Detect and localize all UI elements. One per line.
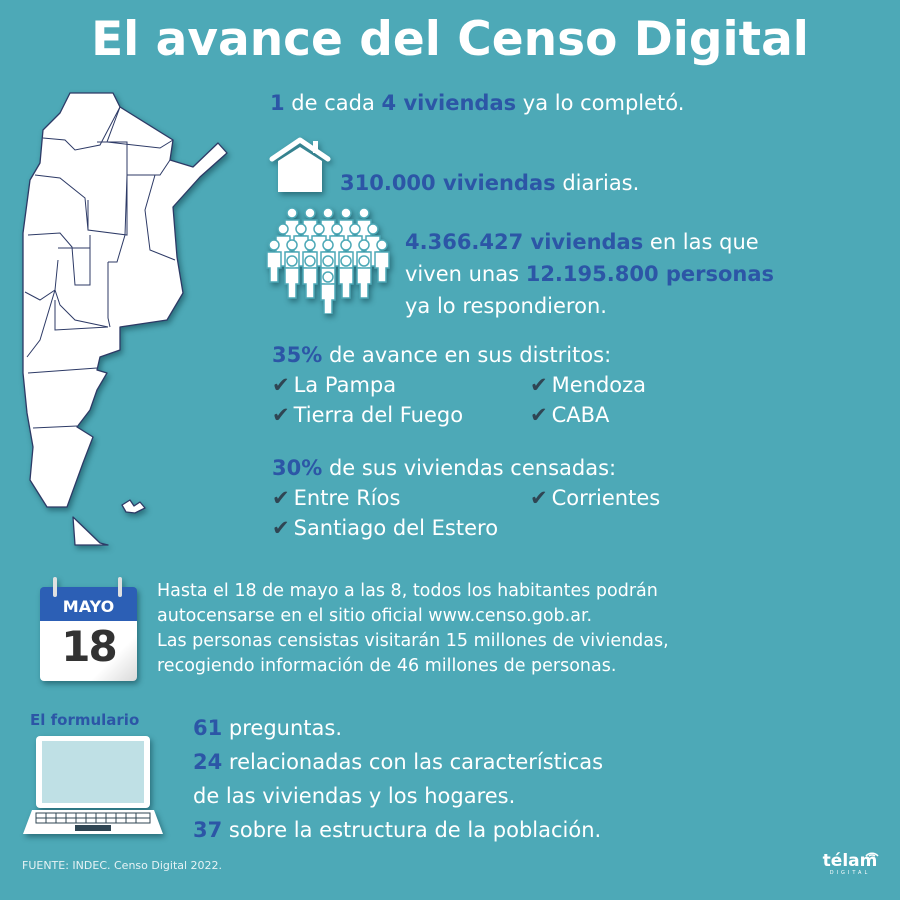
stat-text: ya lo completó. [516, 91, 685, 115]
district-item: ✔ Entre Ríos [272, 482, 400, 514]
stat-text: diarias. [555, 171, 640, 195]
stat-text: en las que [643, 230, 759, 254]
argentina-map [22, 92, 228, 546]
stat-number: 12.195.800 personas [525, 262, 775, 286]
stat-text: de las viviendas y los hogares. [193, 784, 516, 808]
district-name: Santiago del Estero [293, 516, 499, 540]
check-icon: ✔ [272, 373, 290, 397]
district-name: Mendoza [551, 373, 647, 397]
signal-icon [865, 852, 879, 857]
stat-households-people: 4.366.427 viviendas en las que viven una… [405, 226, 774, 322]
paragraph-line: Las personas censistas visitarán 15 mill… [157, 631, 669, 651]
form-stats: 61 preguntas. 24 relacionadas con las ca… [193, 711, 603, 847]
check-icon: ✔ [272, 486, 290, 510]
paragraph-line: Hasta el 18 de mayo a las 8, todos los h… [157, 581, 658, 601]
districts-30-heading: 30% de sus viviendas censadas: [272, 452, 616, 484]
logo-text: télam [822, 851, 878, 871]
district-item: ✔ La Pampa [272, 369, 396, 401]
person-figure [284, 255, 300, 299]
stat-one-in-four: 1 de cada 4 viviendas ya lo completó. [270, 87, 684, 119]
check-icon: ✔ [272, 403, 290, 427]
district-name: Tierra del Fuego [293, 403, 464, 427]
paragraph-line: recogiendo información de 46 millones de… [157, 656, 617, 676]
person-figure [356, 255, 372, 299]
heading-text: de avance en sus distritos: [322, 343, 612, 367]
check-icon: ✔ [530, 486, 548, 510]
district-item: ✔ Corrientes [530, 482, 660, 514]
logo-subtext: DIGITAL [829, 870, 871, 876]
people-group-icon [266, 207, 390, 314]
stat-text: de cada [284, 91, 382, 115]
person-figure [266, 239, 282, 283]
stat-number: 1 [270, 91, 285, 115]
argentina-mainland [22, 92, 228, 508]
district-item: ✔ Santiago del Estero [272, 512, 498, 544]
stat-number: 310.000 viviendas [340, 171, 556, 195]
check-icon: ✔ [530, 403, 548, 427]
person-figure [374, 239, 390, 283]
stat-text: relacionadas con las características [222, 750, 604, 774]
stat-text: ya lo respondieron. [405, 294, 607, 318]
calendar-month: MAYO [62, 597, 115, 616]
district-name: Corrientes [551, 486, 661, 510]
person-figure [302, 255, 318, 299]
stat-text: sobre la estructura de la población. [222, 818, 602, 842]
percent: 35% [272, 343, 323, 367]
malvinas-islands [121, 499, 146, 514]
stat-text: preguntas. [222, 716, 342, 740]
stat-number: 4.366.427 viviendas [405, 230, 644, 254]
info-paragraph: Hasta el 18 de mayo a las 8, todos los h… [157, 579, 669, 679]
person-figure [320, 271, 336, 314]
stat-number: 61 [193, 716, 223, 740]
stat-text: viven unas [405, 262, 526, 286]
district-name: Entre Ríos [293, 486, 401, 510]
person-figure [338, 255, 354, 299]
source-footer: FUENTE: INDEC. Censo Digital 2022. [22, 859, 223, 872]
district-name: La Pampa [293, 373, 397, 397]
laptop-icon [23, 736, 163, 834]
telam-logo: télam DIGITAL [818, 852, 882, 876]
province-borders [24, 106, 176, 429]
calendar-icon: MAYO 18 [40, 577, 137, 681]
calendar-day: 18 [61, 622, 117, 671]
form-label: El formulario [30, 711, 140, 729]
district-item: ✔ Tierra del Fuego [272, 399, 463, 431]
check-icon: ✔ [272, 516, 290, 540]
stat-daily-households: 310.000 viviendas diarias. [340, 167, 639, 199]
house-icon [269, 137, 331, 192]
stat-number: 4 viviendas [381, 91, 517, 115]
paragraph-line: autocensarse en el sitio oficial www.cen… [157, 606, 593, 626]
district-item: ✔ CABA [530, 399, 609, 431]
page-title: El avance del Censo Digital [91, 12, 809, 67]
stat-number: 24 [193, 750, 223, 774]
tierra-del-fuego [72, 516, 109, 546]
check-icon: ✔ [530, 373, 548, 397]
district-item: ✔ Mendoza [530, 369, 646, 401]
district-name: CABA [551, 403, 610, 427]
heading-text: de sus viviendas censadas: [322, 456, 617, 480]
districts-35-heading: 35% de avance en sus distritos: [272, 339, 611, 371]
stat-number: 37 [193, 818, 223, 842]
percent: 30% [272, 456, 323, 480]
